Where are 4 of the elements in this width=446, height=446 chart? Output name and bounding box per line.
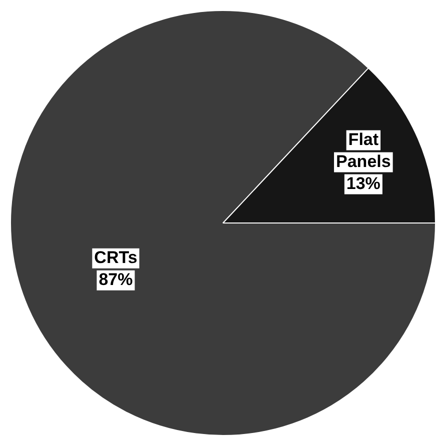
slice-label: Flat Panels — [336, 130, 391, 171]
data-label: 13% — [346, 174, 380, 193]
slice-label: CRTs — [94, 248, 138, 268]
data-label: 87% — [98, 270, 133, 290]
